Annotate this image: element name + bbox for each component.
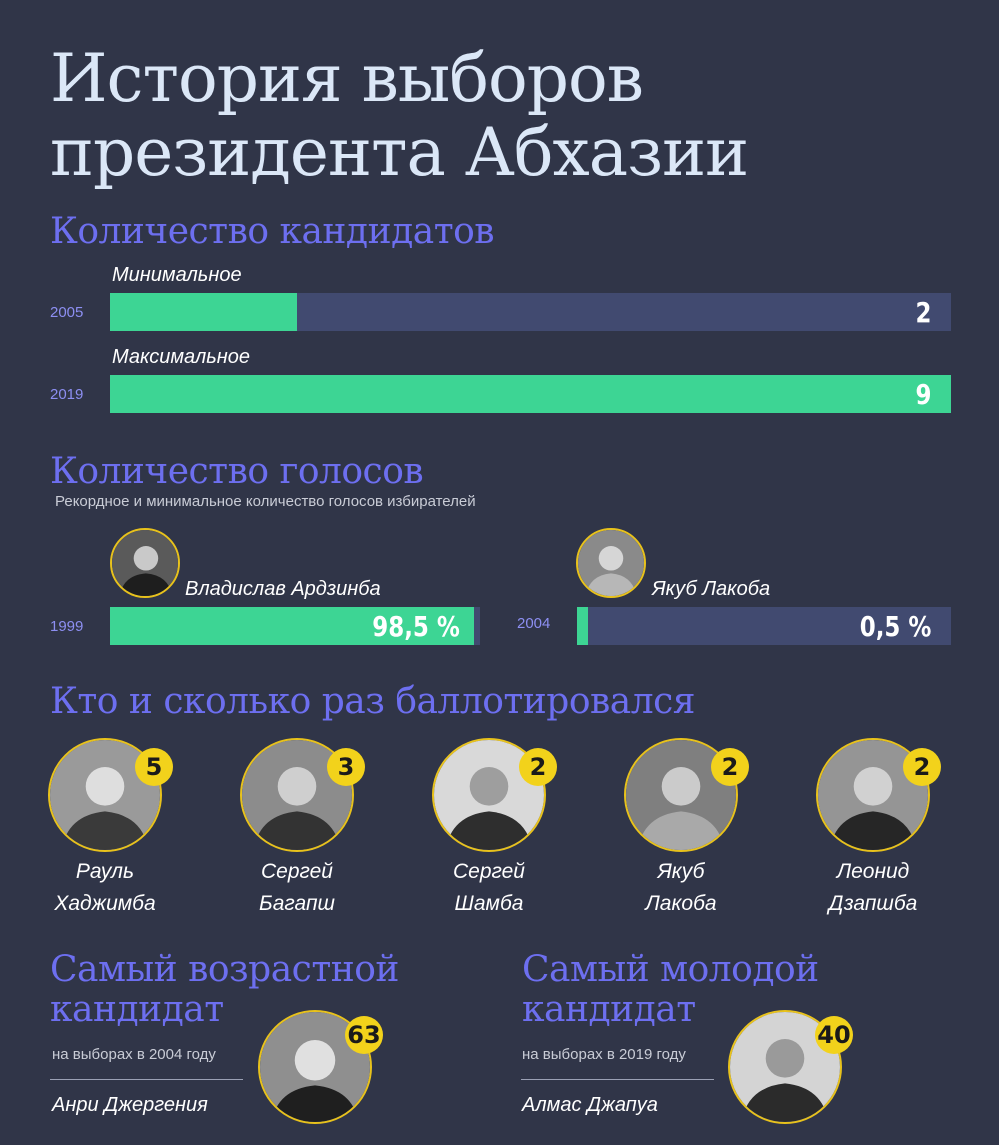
ardzinba-bar: 98,5 %: [110, 607, 480, 645]
first-name: Рауль: [75, 860, 135, 883]
dzapshba-count-badge: 2: [903, 748, 941, 786]
shamba-count-badge: 2: [519, 748, 557, 786]
last-name: Хаджимба: [54, 892, 156, 915]
min-bar-value: 2: [915, 295, 931, 329]
lakoba-count-badge: 2: [711, 748, 749, 786]
oldest-heading-line-1: Самый возрастной: [50, 949, 399, 990]
max-bar: 9: [110, 375, 951, 413]
lakoba-bar: 0,5 %: [577, 607, 951, 645]
first-name: Сергей: [260, 860, 333, 883]
oldest-heading: Самый возрастной кандидат: [50, 950, 399, 1030]
oldest-name: Анри Джергения: [52, 1094, 208, 1116]
min-year: 2005: [50, 304, 84, 321]
lakoba-bar-fill: [577, 607, 589, 645]
youngest-heading: Самый молодой кандидат: [522, 950, 819, 1030]
max-label: Максимальное: [112, 346, 251, 368]
dzhergenia-avatar: [258, 1010, 372, 1124]
ardzinba-name: Владислав Ардзинба: [185, 578, 381, 600]
bagapsh-count-badge: 3: [327, 748, 365, 786]
person-silhouette-icon: [112, 530, 178, 596]
votes-year-1999: 1999: [50, 618, 84, 635]
title-line-2: президента Абхазии: [50, 114, 749, 191]
runs-heading: Кто и сколько раз баллотировался: [50, 681, 696, 722]
candidates-count-heading: Количество кандидатов: [50, 211, 495, 252]
youngest-name: Алмас Джапуа: [522, 1094, 658, 1116]
ardzinba-bar-value: 98,5 %: [372, 609, 460, 643]
oldest-note: на выборах в 2004 году: [52, 1046, 216, 1063]
youngest-age-badge: 40: [815, 1016, 853, 1054]
first-name: Якуб: [657, 860, 705, 883]
shamba-name: Сергей Шамба: [409, 856, 569, 920]
min-bar: 2: [110, 293, 951, 331]
lakoba-bar-value: 0,5 %: [859, 609, 931, 643]
max-bar-value: 9: [915, 377, 931, 411]
youngest-note: на выборах в 2019 году: [522, 1046, 686, 1063]
min-label: Минимальное: [112, 264, 242, 286]
last-name: Шамба: [454, 892, 524, 915]
person-silhouette-icon: [578, 530, 644, 596]
youngest-divider: [521, 1079, 714, 1080]
max-year: 2019: [50, 386, 84, 403]
page-title: История выборов президента Абхазии: [50, 40, 749, 191]
ardzinba-bar-fill: [110, 607, 475, 645]
title-line-1: История выборов: [50, 40, 644, 117]
oldest-age-badge: 63: [345, 1016, 383, 1054]
lakoba-name: Якуб Лакоба: [652, 578, 771, 600]
youngest-heading-line-2: кандидат: [522, 989, 696, 1030]
lakoba-person-name: Якуб Лакоба: [601, 856, 761, 920]
last-name: Дзапшба: [828, 892, 918, 915]
ardzinba-avatar: [110, 528, 180, 598]
oldest-divider: [50, 1079, 243, 1080]
person-silhouette-icon: [730, 1012, 840, 1122]
votes-heading: Количество голосов: [50, 451, 424, 492]
oldest-heading-line-2: кандидат: [50, 989, 224, 1030]
min-bar-fill: [110, 293, 297, 331]
youngest-heading-line-1: Самый молодой: [522, 949, 819, 990]
last-name: Лакоба: [645, 892, 717, 915]
dzapshba-name: Леонид Дзапшба: [793, 856, 953, 920]
khadzhimba-name: Рауль Хаджимба: [25, 856, 185, 920]
last-name: Багапш: [259, 892, 335, 915]
votes-year-2004: 2004: [517, 615, 551, 632]
lakoba-avatar-small: [576, 528, 646, 598]
votes-subtitle: Рекордное и минимальное количество голос…: [55, 493, 476, 510]
first-name: Сергей: [452, 860, 525, 883]
bagapsh-name: Сергей Багапш: [217, 856, 377, 920]
khadzhimba-count-badge: 5: [135, 748, 173, 786]
first-name: Леонид: [836, 860, 910, 883]
max-bar-fill: [110, 375, 951, 413]
